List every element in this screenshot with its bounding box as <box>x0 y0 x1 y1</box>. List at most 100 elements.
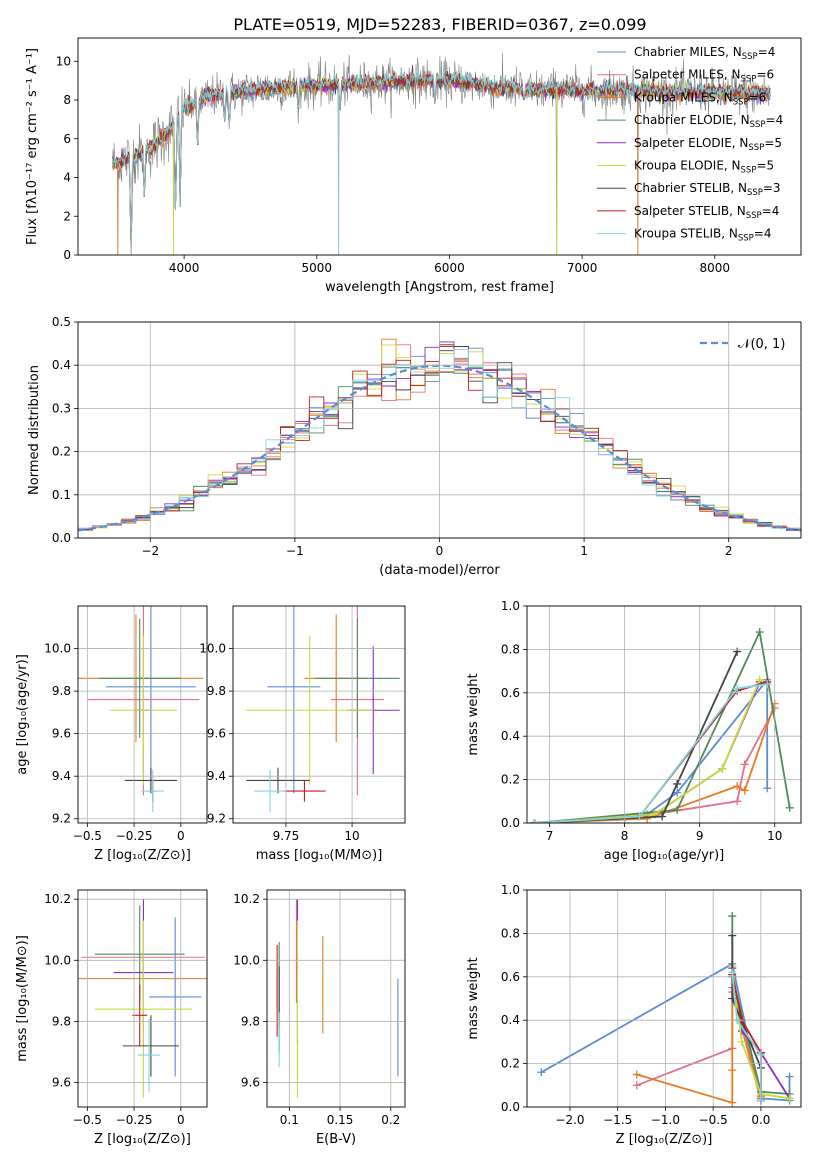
x-axis-label: age [log₁₀(age/yr)] <box>604 848 725 863</box>
legend-sub: SSP <box>733 97 749 107</box>
series-marker <box>728 1066 737 1075</box>
legend-prefix: Chabrier STELIB, N <box>634 181 747 195</box>
series-marker <box>740 760 749 769</box>
x-tick-label: 0 <box>177 1113 185 1127</box>
plot-area <box>246 606 400 813</box>
plot-mass-vs-Z: −0.5 −0.25 0 9.6 9.8 10.0 10.2 Z [log₁₀(Z/Z⊙)] m… <box>15 889 208 1147</box>
y-tick-label: 0.0 <box>501 1100 520 1114</box>
axes-frame <box>77 889 208 1108</box>
y-tick-label: 9.2 <box>207 812 226 826</box>
axes-frame <box>266 889 406 1108</box>
y-tick-label: 9.2 <box>52 812 71 826</box>
x-tick-label: 7 <box>546 829 554 843</box>
y-tick-label: 10.0 <box>199 642 226 656</box>
series-marker <box>673 805 682 814</box>
y-tick-label: 0.8 <box>501 642 520 656</box>
x-tick-label: −0.25 <box>116 1113 153 1127</box>
x-tick-label: 4000 <box>169 261 200 275</box>
plot-residuals: −2 −1 0 1 2 0.0 0.1 0.2 0.3 0.4 0.5 (data-model)/er… <box>27 315 802 578</box>
x-tick-label: 8000 <box>699 261 730 275</box>
y-tick-label: 10 <box>56 54 71 68</box>
plot-mass-vs-ebv: 0.1 0.15 0.2 9.6 9.8 10.0 10.2 E(B-V) <box>233 889 406 1147</box>
plot-spectrum: 4000 5000 6000 7000 8000 0 2 4 6 8 10 wavelength [A… <box>25 37 802 295</box>
plot-area <box>530 628 794 823</box>
axes-frame <box>232 605 406 824</box>
y-tick-label: 10.2 <box>233 892 260 906</box>
series-chabrier-elodie <box>534 628 791 823</box>
y-tick-label: 0 <box>63 248 71 262</box>
series-marker <box>740 786 749 795</box>
series-salpeter-miles <box>534 707 776 823</box>
series-kroupa-miles <box>534 703 776 823</box>
y-tick-label: 0.2 <box>501 1057 520 1071</box>
legend-entry: Kroupa MILES, NSSP=6 <box>634 90 766 107</box>
legend-suffix: =6 <box>756 68 774 82</box>
series-marker <box>537 1068 546 1077</box>
series-marker <box>530 819 539 823</box>
y-tick-label: 0.0 <box>501 816 520 830</box>
series-marker <box>728 1098 737 1107</box>
y-tick-label: 0.0 <box>52 531 71 545</box>
legend-prefix: Kroupa STELIB, N <box>634 227 738 241</box>
legend-suffix: =4 <box>754 227 772 241</box>
series-marker <box>755 675 764 684</box>
x-axis-label: Z [log₁₀(Z/Z⊙)] <box>94 848 191 863</box>
x-axis-label: wavelength [Angstrom, rest frame] <box>325 280 554 295</box>
x-tick-label: −0.25 <box>116 829 153 843</box>
series-marker <box>658 812 667 821</box>
y-tick-label: 9.4 <box>52 769 71 783</box>
legend-prefix: Kroupa MILES, N <box>634 90 733 104</box>
x-tick-label: 6000 <box>434 261 465 275</box>
series-kroupa-stelib <box>534 683 768 823</box>
plot-massweight-vs-Z: −2.0 −1.5 −1.0 −0.5 0.0 0.0 0.2 0.4 0.6 0.8 1.0 Z [… <box>466 883 802 1147</box>
legend-prefix: Kroupa ELODIE, N <box>634 159 741 173</box>
y-tick-label: 9.8 <box>52 684 71 698</box>
figure-title: PLATE=0519, MJD=52283, FIBERID=0367, z=0… <box>233 15 646 34</box>
series-marker <box>728 912 737 921</box>
model-spectrum-kroupa-stelib <box>112 68 771 240</box>
legend-prefix: Salpeter STELIB, N <box>634 204 746 218</box>
y-tick-label: 4 <box>63 171 71 185</box>
y-tick-label: 10.0 <box>44 953 71 967</box>
x-tick-label: 10 <box>344 829 359 843</box>
y-tick-label: 0.6 <box>501 686 520 700</box>
y-tick-label: 1.0 <box>501 599 520 613</box>
legend-suffix: =3 <box>763 181 781 195</box>
y-tick-label: 0.1 <box>52 488 71 502</box>
y-tick-label: 0.5 <box>52 315 71 329</box>
plot-age-vs-mass: 9.75 10 9.2 9.4 9.6 9.8 10.0 mass [log₁₀(M/M⊙)] <box>199 605 406 863</box>
legend-entry: Chabrier ELODIE, NSSP=4 <box>634 113 783 130</box>
plot-area <box>276 899 399 1098</box>
legend-prefix: Chabrier MILES, N <box>634 45 742 59</box>
y-axis-label: age [log₁₀(age/yr)] <box>15 654 30 775</box>
legend-sub: SSP <box>750 120 766 130</box>
series-marker <box>733 782 742 791</box>
legend-suffix: =4 <box>766 113 784 127</box>
legend-suffix: =4 <box>762 204 780 218</box>
legend-entry: Salpeter STELIB, NSSP=4 <box>634 204 779 221</box>
y-tick-label: 6 <box>63 132 71 146</box>
x-tick-label: 10 <box>767 829 782 843</box>
legend-entry: Salpeter MILES, NSSP=6 <box>634 68 774 85</box>
y-tick-label: 1.0 <box>501 883 520 897</box>
series-marker <box>785 803 794 812</box>
legend-entry: Chabrier STELIB, NSSP=3 <box>634 181 781 198</box>
x-tick-label: 5000 <box>302 261 333 275</box>
series-marker <box>635 812 644 821</box>
y-tick-label: 0.8 <box>501 926 520 940</box>
legend-sub: SSP <box>741 166 757 176</box>
series-marker <box>763 680 772 689</box>
y-axis-label: Flux [fλ10⁻¹⁷ erg cm⁻² s⁻¹ A⁻¹] <box>25 48 40 245</box>
legend-suffix: =4 <box>758 45 776 59</box>
x-tick-label: −0.5 <box>73 1113 102 1127</box>
series-marker <box>632 1070 641 1079</box>
y-tick-label: 2 <box>63 209 71 223</box>
y-tick-label: 8 <box>63 93 71 107</box>
legend-sub: SSP <box>746 211 762 221</box>
y-axis-label: mass [log₁₀(M/M⊙)] <box>15 935 30 1062</box>
legend-entry: Salpeter ELODIE, NSSP=5 <box>634 136 782 153</box>
axes-frame <box>77 37 802 256</box>
series-marker <box>733 647 742 656</box>
y-tick-label: 0.6 <box>501 970 520 984</box>
